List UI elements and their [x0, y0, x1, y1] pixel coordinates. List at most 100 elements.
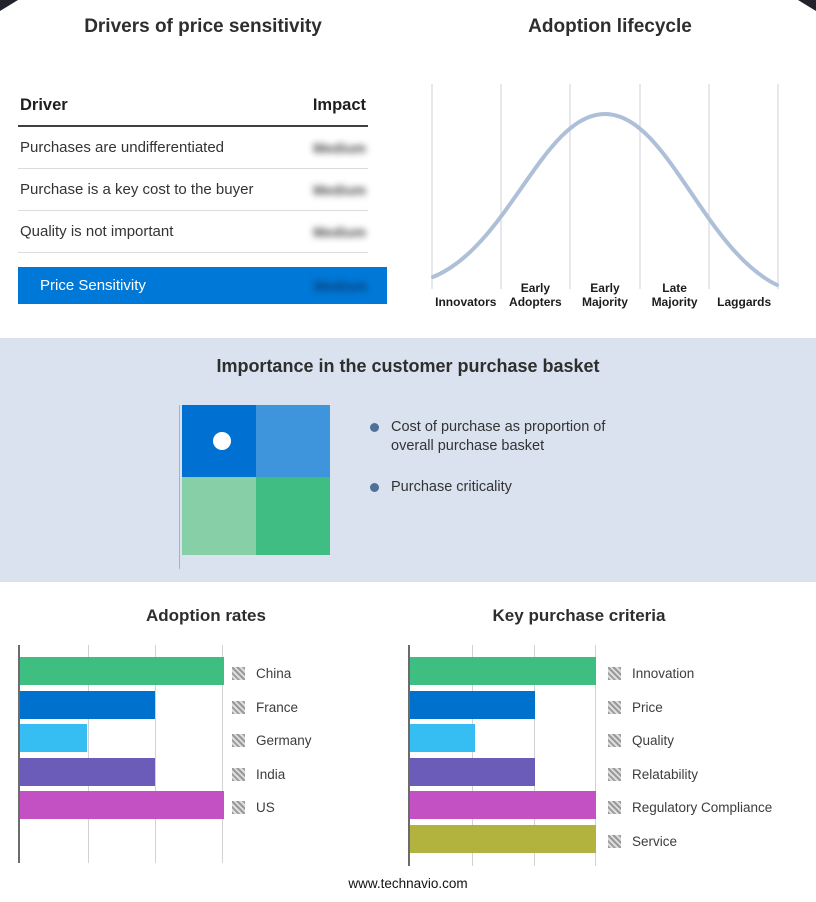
bar-relatability [410, 757, 535, 786]
key-purchase-criteria-legend: Innovation Price Quality Relatability Regula… [608, 657, 772, 858]
legend-swatch-icon [608, 734, 621, 748]
bar-quality [410, 724, 476, 752]
gridline [471, 645, 473, 866]
lifecycle-gridlines [431, 84, 779, 289]
legend-item: Regulatory Compliance [608, 791, 772, 825]
quadrant-cell-0 [182, 405, 256, 477]
legend-swatch-icon [232, 767, 245, 781]
bar-france [20, 690, 155, 719]
gridline [594, 645, 596, 866]
legend-item: Price [608, 691, 772, 725]
column-header-driver: Driver [20, 96, 68, 114]
bar-us [20, 791, 224, 819]
legend-swatch-icon [608, 767, 621, 781]
price-sensitivity-label: Price Sensitivity [40, 277, 146, 294]
bar-price [410, 690, 535, 719]
quadrant-cell-2 [182, 477, 256, 555]
bar-row [20, 690, 224, 725]
bar-row [410, 690, 596, 725]
basket-bullets: Cost of purchase as proportion of overal… [370, 418, 641, 519]
legend-label: India [256, 766, 286, 782]
legend-label: Regulatory Compliance [632, 800, 773, 816]
stage-label: Late Majority [651, 281, 698, 309]
legend-label: Price [632, 699, 663, 715]
basket-band: Importance in the customer purchase bask… [0, 338, 816, 582]
legend-swatch-icon [232, 667, 245, 681]
driver-cell: Quality is not important [20, 223, 174, 240]
quadrant-dot-icon [213, 432, 231, 450]
impact-value: Medium [313, 181, 366, 198]
legend-label: Quality [632, 733, 675, 749]
legend-swatch-icon [608, 801, 621, 815]
bar-row [410, 657, 596, 691]
bar-row [410, 824, 596, 859]
legend-label: Innovation [632, 666, 695, 682]
price-sensitivity-value: Medium [314, 277, 367, 294]
impact-value: Medium [313, 139, 366, 156]
legend-item: Quality [608, 724, 772, 758]
corner-mark-top-left-icon [0, 0, 18, 11]
gridline [155, 645, 157, 863]
bullet-icon [370, 423, 379, 432]
legend-item: China [232, 657, 312, 691]
legend-label: France [256, 699, 299, 715]
quadrant-graphic [182, 405, 330, 555]
stage-label: Innovators [435, 294, 497, 309]
drivers-table-header: Driver Impact [18, 88, 368, 127]
driver-row: Quality is not important Medium [18, 211, 368, 253]
column-header-impact: Impact [312, 96, 366, 114]
legend-swatch-icon [232, 734, 245, 748]
bar-india [20, 757, 155, 786]
lifecycle-stages: Innovators Early Adopters Early Majority La… [431, 281, 779, 310]
quadrant-cell-3 [256, 477, 330, 555]
driver-cell: Purchase is a key cost to the buyer [20, 181, 254, 198]
bar-row [410, 791, 596, 825]
legend-swatch-icon [232, 700, 245, 714]
bar-regulatory-compliance [410, 791, 596, 819]
bullet-item: Purchase criticality [370, 478, 641, 497]
stage-label: Early Adopters [509, 281, 562, 309]
bar-row [410, 724, 596, 758]
bullet-text: Purchase criticality [391, 478, 512, 495]
legend-item: Relatability [608, 758, 772, 792]
lifecycle-curve-chart [431, 84, 779, 289]
impact-value: Medium [313, 223, 366, 240]
price-sensitivity-row: Price Sensitivity Medium [18, 267, 387, 304]
driver-row: Purchases are undifferentiated Medium [18, 127, 368, 169]
basket-title: Importance in the customer purchase bask… [216, 356, 600, 376]
bar-service [410, 824, 596, 853]
bullet-text: Cost of purchase as proportion of overal… [391, 419, 606, 454]
adoption-rates-bars [20, 657, 224, 825]
drivers-panel-title: Drivers of price sensitivity [84, 16, 322, 37]
legend-item: US [232, 791, 312, 825]
bar-row [20, 657, 224, 691]
legend-swatch-icon [232, 801, 245, 815]
adoption-rates-legend: China France Germany India US [232, 657, 312, 825]
bullet-icon [370, 482, 379, 492]
key-purchase-criteria-title: Key purchase criteria [492, 606, 666, 625]
legend-item: India [232, 758, 312, 792]
drivers-table-rows: Purchases are undifferentiated Medium Purc… [18, 127, 368, 253]
drivers-table: Driver Impact Purchases are undifferenti… [18, 88, 387, 304]
legend-item: France [232, 691, 312, 725]
legend-swatch-icon [608, 834, 621, 848]
legend-label: US [256, 800, 275, 816]
legend-swatch-icon [608, 667, 621, 681]
quadrant-cell-1 [256, 405, 330, 477]
gridline [87, 645, 89, 863]
legend-item: Germany [232, 724, 312, 758]
key-purchase-criteria-chart [408, 645, 596, 866]
key-purchase-criteria-bars [410, 657, 596, 858]
bullet-item: Cost of purchase as proportion of overal… [370, 418, 641, 456]
bar-innovation [410, 657, 596, 685]
lifecycle-panel-title: Adoption lifecycle [528, 16, 692, 37]
legend-label: Germany [256, 733, 312, 749]
gridline [533, 645, 535, 866]
legend-swatch-icon [608, 700, 621, 714]
driver-row: Purchase is a key cost to the buyer Mediu… [18, 169, 368, 211]
driver-cell: Purchases are undifferentiated [20, 139, 225, 156]
bar-row [20, 757, 224, 792]
quadrant-axis-line [179, 405, 180, 569]
stage-label: Laggards [717, 294, 772, 309]
legend-label: China [256, 666, 292, 682]
